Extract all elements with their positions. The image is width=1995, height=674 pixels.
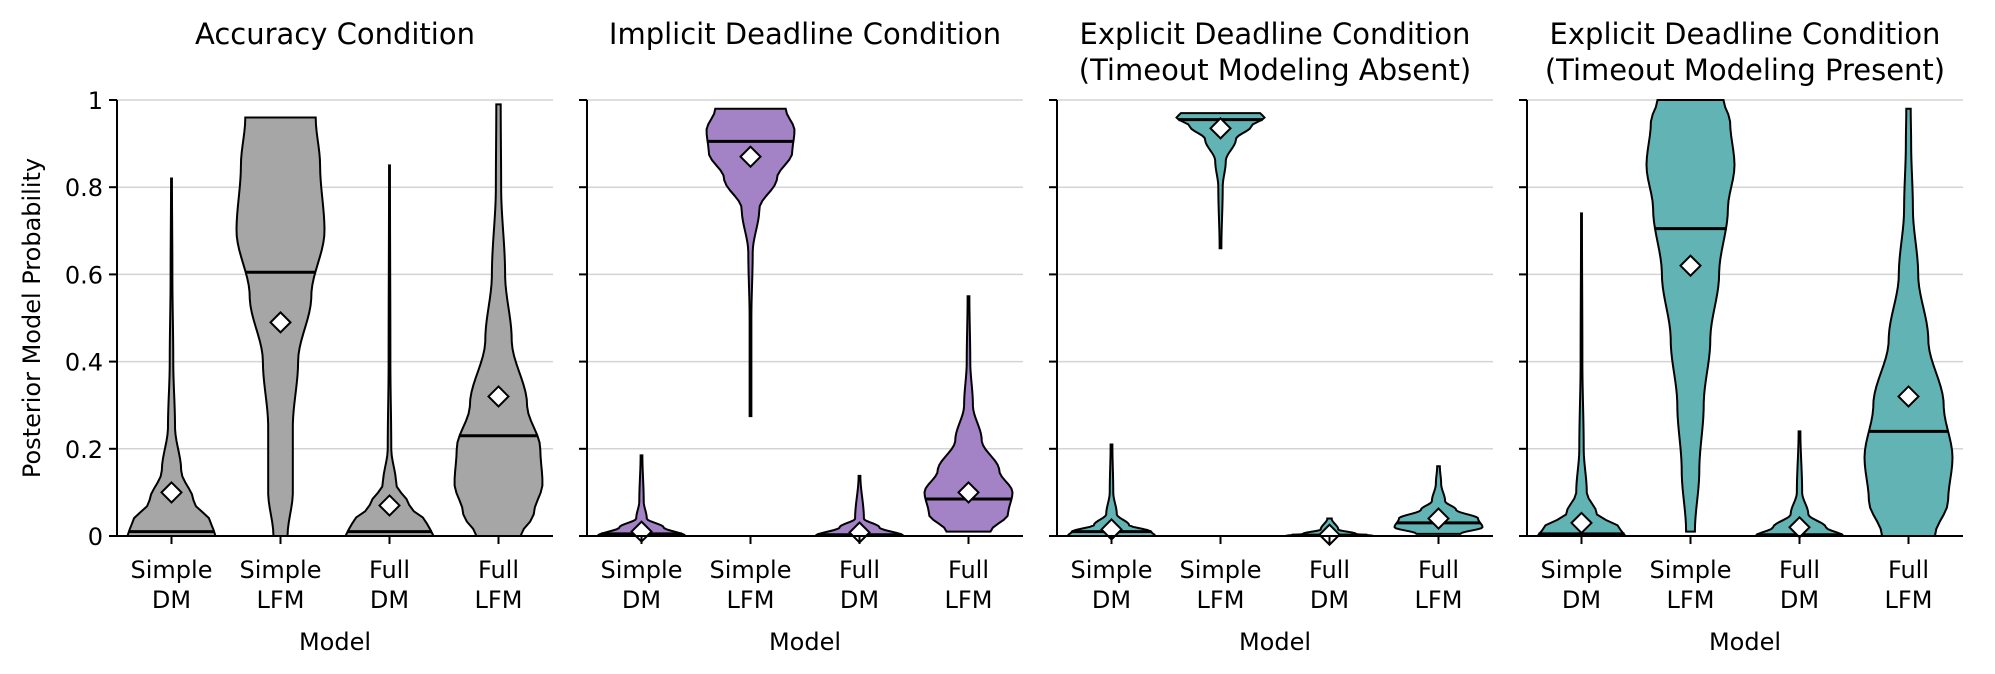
violin-2-2 [705, 107, 796, 418]
violin-1-3 [343, 164, 436, 537]
x-tick-label: DM [1562, 586, 1601, 614]
x-tick-label: Simple [710, 556, 792, 584]
mean-marker [269, 310, 292, 334]
x-tick-label: Simple [1650, 556, 1732, 584]
mean-marker [1427, 507, 1450, 530]
x-tick-label: DM [840, 586, 879, 614]
mean-marker [160, 480, 183, 504]
violin-4-2 [1645, 99, 1736, 533]
mean-marker [1679, 254, 1702, 278]
y-tick-label: 0 [88, 523, 103, 551]
violin-2-4 [923, 295, 1014, 533]
x-tick-label: Full [369, 556, 410, 584]
mean-marker [1209, 116, 1232, 140]
x-tick-label: Full [1418, 556, 1459, 584]
y-tick-label: 0.4 [65, 349, 103, 377]
x-tick-label: Full [1888, 556, 1929, 584]
x-tick-label: LFM [945, 586, 993, 614]
mean-marker [739, 145, 762, 169]
violin-1-4 [453, 103, 544, 537]
x-tick-label: DM [370, 586, 409, 614]
y-tick-label: 0.8 [65, 174, 103, 202]
mean-marker [487, 385, 510, 408]
x-tick-label: DM [622, 586, 661, 614]
x-tick-label: DM [1780, 586, 1819, 614]
x-tick-label: LFM [1885, 586, 1933, 614]
x-axis-label: Model [299, 628, 371, 656]
x-tick-label: LFM [1197, 586, 1245, 614]
x-tick-label: Full [1779, 556, 1820, 584]
y-tick-label: 1 [88, 87, 103, 115]
x-tick-label: Simple [1180, 556, 1262, 584]
mean-marker [957, 480, 980, 504]
x-tick-label: Simple [240, 556, 322, 584]
x-tick-label: Full [839, 556, 880, 584]
panel-3: SimpleDMSimpleLFMFullDMFullLFMModelExpli… [1049, 17, 1493, 656]
x-tick-label: Full [1309, 556, 1350, 584]
x-tick-label: LFM [727, 586, 775, 614]
panel-title: (Timeout Modeling Absent) [1079, 53, 1471, 87]
y-tick-label: 0.2 [65, 436, 103, 464]
panel-1: 00.20.40.60.81SimpleDMSimpleLFMFullDMFul… [65, 17, 553, 656]
x-tick-label: DM [152, 586, 191, 614]
panel-4: SimpleDMSimpleLFMFullDMFullLFMModelExpli… [1519, 17, 1963, 656]
x-tick-label: LFM [1667, 586, 1715, 614]
panel-title: Explicit Deadline Condition [1080, 17, 1471, 51]
x-tick-label: DM [1310, 586, 1349, 614]
x-tick-label: Simple [1071, 556, 1153, 584]
x-axis-label: Model [1709, 628, 1781, 656]
mean-marker [1570, 511, 1593, 535]
violin-3-1 [1065, 443, 1158, 537]
y-axis-label: Posterior Model Probability [18, 158, 46, 478]
mean-marker [1318, 523, 1341, 547]
x-axis-label: Model [769, 628, 841, 656]
x-tick-label: Full [948, 556, 989, 584]
panel-title: Explicit Deadline Condition [1550, 17, 1941, 51]
x-tick-label: Simple [131, 556, 213, 584]
violin-4-1 [1535, 212, 1628, 537]
panel-2: SimpleDMSimpleLFMFullDMFullLFMModelImpli… [579, 17, 1023, 656]
x-tick-label: Simple [601, 556, 683, 584]
violin-4-3 [1752, 430, 1847, 537]
panel-title: Accuracy Condition [195, 17, 475, 51]
x-tick-label: LFM [475, 586, 523, 614]
x-tick-label: LFM [1415, 586, 1463, 614]
y-tick-label: 0.6 [65, 261, 103, 289]
x-tick-label: DM [1092, 586, 1131, 614]
violin-4-4 [1863, 107, 1954, 537]
panel-title: Implicit Deadline Condition [609, 17, 1001, 51]
panel-title: (Timeout Modeling Present) [1545, 53, 1945, 87]
x-tick-label: Simple [1541, 556, 1623, 584]
x-tick-label: Full [478, 556, 519, 584]
violin-1-1 [126, 177, 217, 537]
violin-3-4 [1393, 465, 1484, 535]
violin-2-3 [813, 474, 906, 537]
mean-marker [1897, 385, 1920, 408]
x-tick-label: LFM [257, 586, 305, 614]
violin-2-1 [594, 454, 689, 537]
mean-marker [378, 494, 401, 517]
violin-3-2 [1175, 112, 1266, 250]
x-axis-label: Model [1239, 628, 1311, 656]
